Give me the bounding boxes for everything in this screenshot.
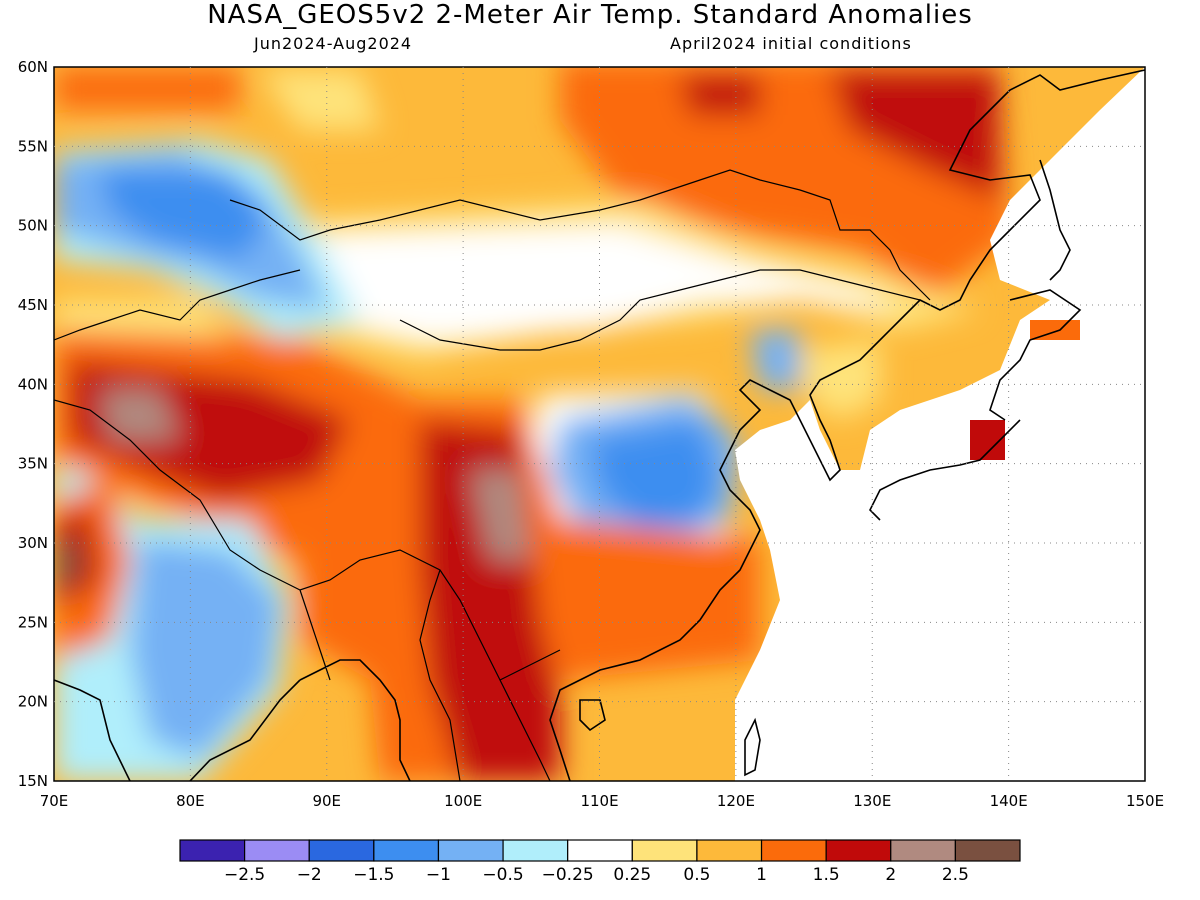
lon-tick-label: 150E: [1126, 792, 1164, 810]
colorbar-swatch: [825, 839, 892, 862]
lon-tick-label: 120E: [717, 792, 755, 810]
colorbar-swatch: [567, 839, 633, 862]
colorbar-swatch: [502, 839, 569, 862]
lat-tick-label: 55N: [18, 137, 48, 155]
colorbar-label: 0.5: [683, 865, 710, 885]
lon-tick-label: 80E: [176, 792, 205, 810]
colorbar-label: 1.5: [813, 865, 840, 885]
colorbar-label: 2: [885, 865, 896, 885]
lat-tick-label: 40N: [18, 375, 48, 393]
lat-tick-label: 45N: [18, 296, 48, 314]
colorbar: −2.5 −2 −1.5 −1 −0.5 −0.25 0.25 0.5 1 1.5 2 2.5: [179, 839, 1021, 885]
period-subtitle: Jun2024-Aug2024: [254, 34, 413, 53]
lat-tick-label: 50N: [18, 217, 48, 235]
colorbar-swatch: [954, 839, 1021, 862]
lon-tick-label: 90E: [312, 792, 341, 810]
colorbar-swatch: [373, 839, 440, 862]
lat-tick-label: 15N: [18, 772, 48, 790]
colorbar-label: 2.5: [942, 865, 969, 885]
colorbar-label: 0.25: [613, 865, 651, 885]
initial-conditions-subtitle: April2024 initial conditions: [670, 34, 912, 53]
lat-tick-label: 25N: [18, 613, 48, 631]
colorbar-label: −2: [297, 865, 322, 885]
lon-tick-label: 100E: [444, 792, 482, 810]
colorbar-swatch: [308, 839, 375, 862]
map-title: NASA_GEOS5v2 2-Meter Air Temp. Standard …: [207, 0, 973, 30]
lat-tick-label: 20N: [18, 693, 48, 711]
colorbar-swatch: [244, 839, 310, 862]
lon-tick-label: 130E: [853, 792, 891, 810]
lon-tick-label: 110E: [580, 792, 618, 810]
lat-tick-label: 60N: [18, 58, 48, 76]
colorbar-swatch: [631, 839, 698, 862]
anomaly-field: [54, 67, 1145, 781]
colorbar-swatch: [437, 839, 504, 862]
colorbar-label: −2.5: [224, 865, 265, 885]
colorbar-label: −0.5: [482, 865, 523, 885]
latitude-labels: 60N 55N 50N 45N 40N 35N 30N 25N 20N 15N: [18, 58, 48, 790]
colorbar-label: −1: [426, 865, 451, 885]
lon-tick-label: 140E: [990, 792, 1028, 810]
coastlines: [54, 69, 1145, 781]
graticule: [54, 67, 1145, 781]
lon-tick-label: 70E: [40, 792, 69, 810]
colorbar-swatch: [760, 839, 827, 862]
lat-tick-label: 35N: [18, 455, 48, 473]
lat-tick-label: 30N: [18, 534, 48, 552]
colorbar-label: −1.5: [353, 865, 394, 885]
colorbar-swatch: [696, 839, 763, 862]
colorbar-swatch: [890, 839, 956, 862]
colorbar-swatch: [179, 839, 246, 862]
colorbar-label: 1: [756, 865, 767, 885]
longitude-labels: 70E 80E 90E 100E 110E 120E 130E 140E 150E: [40, 792, 1164, 810]
colorbar-label: −0.25: [542, 865, 594, 885]
country-borders: [54, 169, 931, 781]
